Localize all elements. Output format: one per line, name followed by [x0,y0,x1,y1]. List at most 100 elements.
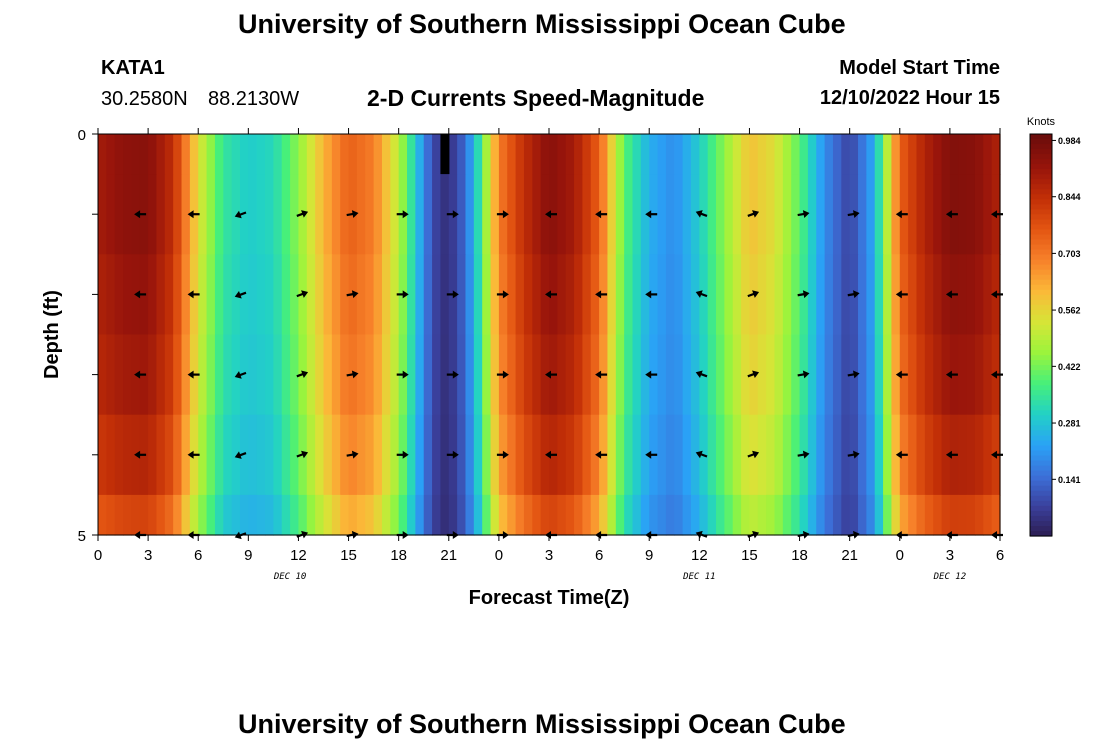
heatmap-cell [532,254,542,336]
current-vector [895,210,908,219]
heatmap-cell [590,334,600,416]
vector-head [852,450,860,459]
station-latitude: 30.2580N [101,88,188,110]
vector-head [695,210,703,218]
heatmap-cell [265,414,274,496]
heatmap-cell [549,494,558,536]
current-vector [446,210,459,219]
current-vector [747,450,760,459]
colorbar-band [1030,485,1052,492]
vector-head [301,370,309,379]
heatmap-cell [716,254,725,336]
heatmap-cell [640,494,650,536]
heatmap-cell [916,414,926,496]
vector-head [991,290,997,299]
station-id: KATA1 [101,57,165,79]
heatmap-cell [365,174,375,255]
heatmap-cell [958,254,968,336]
vector-head [452,450,459,459]
colorbar-band [1030,510,1052,517]
current-vector [496,210,509,219]
vector-head [852,370,860,379]
heatmap-cell [657,334,667,416]
heatmap-cell [148,414,158,496]
heatmap-cell [440,174,450,255]
heatmap-cell [824,334,834,416]
heatmap-cell [465,134,475,175]
heatmap-cell [782,334,792,416]
heatmap-cell [958,134,968,175]
heatmap-cell [832,494,842,536]
vector-head [695,290,703,298]
heatmap-cell [757,134,767,175]
heatmap-cell [515,494,525,536]
colorbar-frame [1029,133,1053,537]
heatmap-cell [532,134,542,175]
vector-head [945,290,952,299]
heatmap-cell [874,494,884,536]
colorbar-band [1030,395,1052,401]
heatmap-cell [983,174,993,255]
heatmap-cell [164,134,174,175]
heatmap-cell [933,134,943,175]
current-vector [895,370,908,379]
heatmap-cell [741,134,751,175]
heatmap-cell [590,254,600,336]
no-data-bar [440,134,450,175]
heatmap-cell [749,134,759,175]
heatmap-cell [766,174,776,255]
heatmap-cell [198,134,208,175]
colorbar-band [1030,314,1052,321]
colorbar-band [1030,154,1052,160]
heatmap-cell [173,134,183,175]
colorbar-band [1030,179,1052,185]
heatmap-cell [866,254,876,336]
heatmap-cell [532,334,542,416]
heatmap-cell [323,494,333,536]
heatmap-cell [732,254,742,336]
current-vector [396,370,409,379]
heatmap-cell [156,334,166,416]
heatmap-cell [306,134,316,175]
heatmap-cell [741,414,751,496]
heatmap-cell [123,174,133,255]
heatmap-cell [290,174,300,255]
heatmap-cell [198,494,208,536]
heatmap-cell [590,174,600,255]
heatmap-cell [507,134,517,175]
heatmap-cell [632,254,642,336]
heatmap-cell [273,414,283,496]
colorbar-band [1030,335,1052,341]
heatmap-cell [340,254,350,336]
heatmap-cell [173,334,183,416]
heatmap-cell [841,414,851,496]
date-label: DEC 10 [273,572,307,582]
vector-head [134,370,141,379]
heatmap-cell [657,494,667,536]
vector-head [695,450,703,459]
heatmap-cell [824,174,834,255]
heatmap-cell [590,134,600,175]
heatmap-cell [432,174,442,255]
current-vector [234,371,247,379]
heatmap-cell [173,174,183,255]
heatmap-cell [407,494,416,536]
vector-head [852,290,860,299]
colorbar-band [1030,174,1052,180]
current-vector [296,450,309,459]
heatmap-cell [415,174,425,255]
vector-head [187,370,194,379]
heatmap-cell [983,334,993,416]
heatmap-cell [273,494,283,536]
heatmap-cell [966,134,976,175]
vector-head [695,370,703,379]
current-vector [945,210,958,219]
heatmap-cell [515,254,525,336]
heatmap-cell [574,134,584,175]
heatmap-cell [565,134,575,175]
heatmap-cell [632,414,642,496]
heatmap-cell [440,494,450,536]
x-tick-label: 18 [390,547,407,564]
heatmap-cell [615,134,625,175]
heatmap-cell [206,494,216,536]
